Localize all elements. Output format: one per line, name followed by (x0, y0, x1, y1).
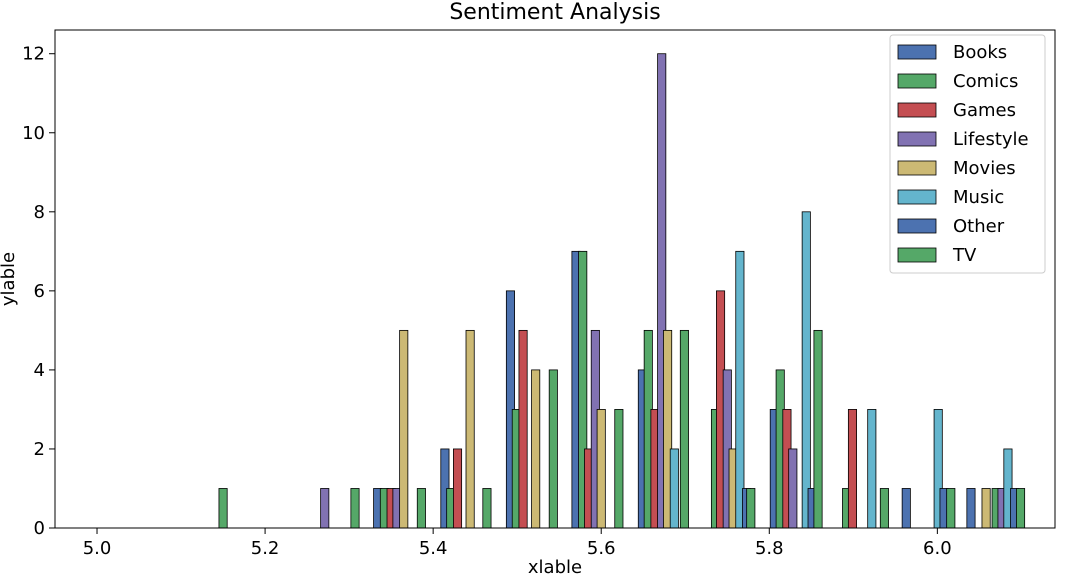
x-tick-label-4: 5.8 (755, 538, 784, 559)
bar-movies-1 (465, 329, 475, 529)
bar-tv-0 (218, 488, 228, 529)
bar-games-1 (452, 448, 463, 529)
legend-label-movies: Movies (953, 158, 1016, 179)
y-tick-label-0: 0 (34, 518, 45, 539)
bar-music-0 (669, 448, 679, 529)
legend-label-books: Books (953, 42, 1007, 63)
legend-swatch-books (897, 44, 937, 60)
bar-movies-3 (596, 409, 606, 529)
x-tick-label-5: 6.0 (923, 538, 952, 559)
bar-games-2 (518, 329, 528, 529)
bar-tv-6 (679, 329, 689, 529)
legend-label-comics: Comics (953, 71, 1018, 92)
bar-games-7 (847, 409, 858, 529)
bar-tv-8 (813, 329, 823, 529)
y-tick-label-5: 10 (22, 123, 45, 144)
x-tick-label-2: 5.4 (419, 538, 448, 559)
bar-books-6 (901, 488, 911, 529)
bar-movies-0 (399, 329, 409, 529)
bar-tv-5 (614, 409, 624, 529)
legend-swatch-tv (897, 247, 937, 263)
bar-lifestyle-0 (320, 488, 330, 529)
chart-title: Sentiment Analysis (449, 0, 660, 25)
legend-label-tv: TV (952, 245, 977, 266)
legend-label-lifestyle: Lifestyle (953, 129, 1029, 150)
x-tick-label-0: 5.0 (83, 538, 112, 559)
bar-tv-3 (482, 488, 492, 529)
bar-music-3 (867, 409, 877, 529)
legend: Books Comics Games Lifestyle Movies Music Othe… (889, 34, 1046, 274)
x-axis-label: xlable (528, 557, 582, 576)
bar-tv-9 (879, 488, 889, 529)
legend-label-other: Other (953, 216, 1005, 237)
bar-tv-11 (1016, 488, 1026, 529)
y-tick-label-6: 12 (22, 44, 45, 65)
bar-tv-4 (548, 369, 558, 529)
plot-frame (54, 29, 1056, 529)
bar-tv-2 (416, 488, 426, 529)
legend-swatch-movies (897, 160, 937, 176)
legend-label-music: Music (953, 187, 1004, 208)
legend-box (889, 34, 1046, 274)
bars-group (218, 53, 1026, 529)
bar-lifestyle-5 (788, 448, 798, 529)
bar-music-2 (801, 211, 811, 529)
x-axis-ticks: 5.0 5.2 5.4 5.6 5.8 6.0 (83, 528, 952, 559)
legend-swatch-music (897, 189, 937, 205)
bar-music-1 (735, 250, 745, 529)
y-tick-label-2: 4 (34, 360, 45, 381)
legend-swatch-other (897, 218, 937, 234)
bar-tv-7 (746, 488, 756, 529)
bar-movies-2 (531, 369, 541, 529)
x-tick-label-3: 5.6 (587, 538, 616, 559)
y-tick-label-4: 8 (34, 202, 45, 223)
legend-swatch-games (897, 102, 937, 118)
y-axis-label: ylable (0, 252, 19, 306)
y-tick-label-3: 6 (34, 281, 45, 302)
legend-swatch-lifestyle (897, 131, 937, 147)
x-tick-label-1: 5.2 (251, 538, 280, 559)
legend-swatch-comics (897, 73, 937, 89)
y-tick-label-1: 2 (34, 439, 45, 460)
y-axis-ticks: 0 2 4 6 8 10 12 (22, 44, 55, 539)
legend-label-games: Games (953, 100, 1016, 121)
bar-books-7 (966, 488, 976, 529)
bar-movies-6 (981, 488, 991, 529)
bar-tv-10 (946, 488, 956, 529)
bar-tv-1 (350, 488, 360, 529)
